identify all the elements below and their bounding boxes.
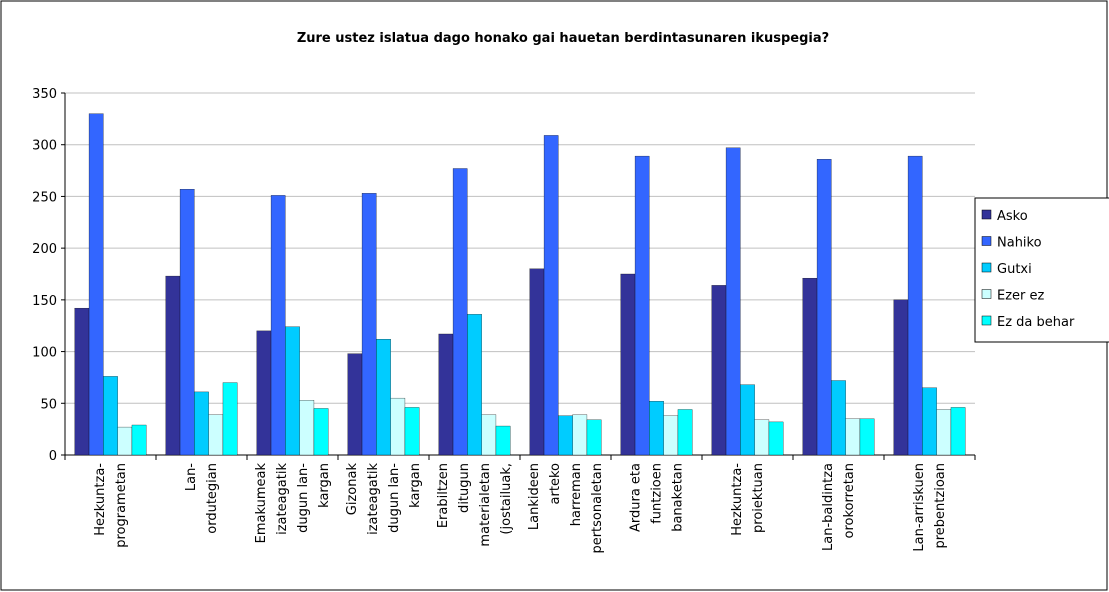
- legend-label: Asko: [997, 209, 1028, 224]
- legend-box: [974, 197, 1109, 343]
- legend-label: Ezer ez: [997, 289, 1045, 304]
- y-tick-label: 150: [32, 294, 57, 309]
- bar: [481, 414, 497, 456]
- bar: [845, 418, 861, 456]
- bar: [768, 421, 784, 456]
- y-tick-label: 350: [32, 87, 57, 102]
- bar: [558, 415, 573, 456]
- y-tick-label: 300: [32, 139, 57, 154]
- bar: [194, 391, 209, 456]
- bar: [816, 159, 832, 456]
- bar: [117, 426, 133, 456]
- x-tick-label: Lankideen arteko harreman pertsonaletan: [527, 463, 605, 554]
- x-tick-label: Ardura eta funtzioen banaketan: [629, 463, 686, 532]
- bar: [347, 353, 363, 456]
- bar: [222, 382, 238, 456]
- legend-swatch: [981, 289, 992, 299]
- bar: [438, 333, 454, 456]
- legend-swatch: [981, 262, 992, 273]
- bar: [270, 195, 286, 456]
- bar: [663, 415, 679, 456]
- x-tick-label: Lan-arriskuen prebentzioan: [912, 463, 948, 552]
- bar: [543, 135, 559, 456]
- bar: [620, 273, 636, 456]
- bar: [495, 425, 511, 456]
- y-tick-label: 0: [49, 449, 57, 464]
- y-tick-label: 250: [32, 190, 57, 205]
- bar: [754, 419, 770, 456]
- bar: [285, 326, 300, 456]
- x-tick-label: Emakumeak izateagatik dugun lan-kargan: [254, 463, 332, 544]
- bar: [390, 397, 406, 456]
- bar: [179, 189, 195, 456]
- y-tick-label: 200: [32, 242, 57, 257]
- bar: [893, 299, 909, 456]
- bar: [452, 168, 468, 456]
- y-tick-label: 100: [32, 346, 57, 361]
- bar: [634, 155, 650, 456]
- bar: [529, 268, 545, 456]
- bar: [467, 314, 482, 456]
- bar: [404, 407, 420, 456]
- bar: [313, 408, 329, 456]
- bar: [907, 155, 923, 456]
- bar: [376, 339, 391, 456]
- legend-swatch: [981, 315, 992, 326]
- bar: [361, 193, 377, 456]
- bar: [725, 147, 741, 456]
- bar: [208, 414, 224, 456]
- x-tick-label: Hezkuntza-proiektuan: [730, 463, 766, 536]
- bar: [299, 400, 315, 456]
- legend-swatch: [981, 236, 992, 246]
- bar: [649, 401, 664, 456]
- legend-label: Ez da behar: [997, 315, 1075, 330]
- bar: [103, 376, 118, 456]
- x-tick-label: Gizonak izateagatik dugun lan-kargan: [345, 463, 423, 535]
- bar: [256, 330, 272, 456]
- bar: [802, 277, 818, 456]
- bar: [740, 384, 755, 456]
- bar: [677, 409, 693, 456]
- bar: [572, 414, 588, 456]
- bar: [74, 307, 90, 456]
- x-tick-label: Lan-ordutegian: [184, 463, 220, 534]
- bar: [859, 418, 875, 456]
- x-tick-label: Hezkuntza-programetan: [93, 463, 129, 548]
- bar: [922, 387, 937, 456]
- bar: [711, 285, 727, 456]
- legend-swatch: [981, 209, 992, 220]
- bar: [131, 424, 147, 456]
- legend-label: Nahiko: [997, 236, 1042, 251]
- x-tick-label: Erabiltzen ditugun materialetan (jostailuak…: [436, 463, 514, 547]
- x-tick-label: Lan-baldintza orokorretan: [821, 463, 857, 551]
- y-tick-label: 50: [40, 397, 57, 412]
- bar: [88, 113, 104, 456]
- bar: [936, 409, 952, 456]
- chart-title: Zure ustez islatua dago honako gai hauet…: [297, 31, 829, 46]
- bar: [950, 407, 966, 456]
- bar: [831, 380, 846, 456]
- bar: [586, 419, 602, 456]
- bar: [165, 275, 181, 456]
- legend-label: Gutxi: [997, 262, 1032, 277]
